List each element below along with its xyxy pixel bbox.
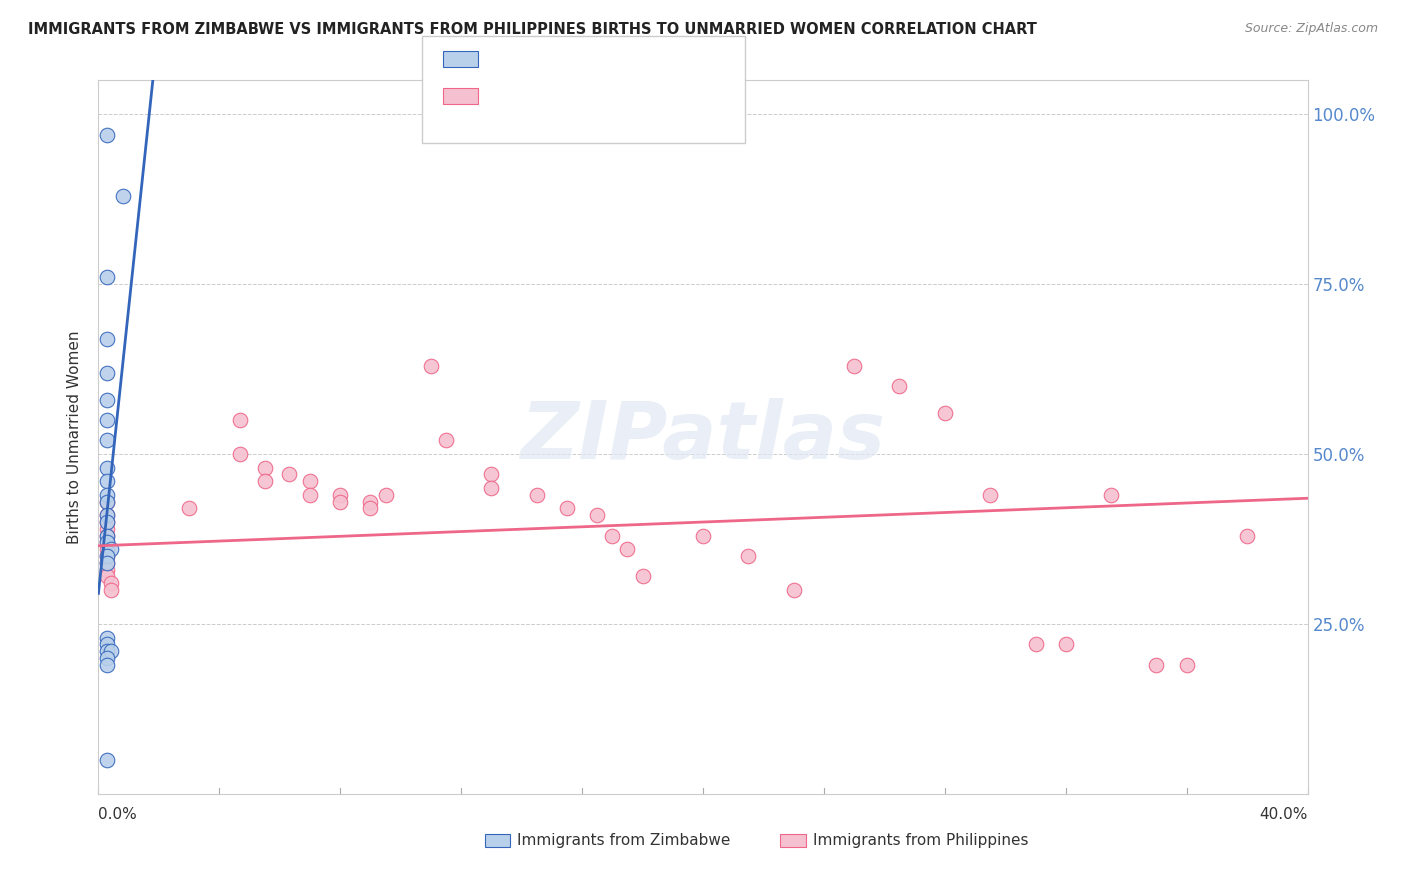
Point — [96, 556, 118, 570]
Point — [100, 576, 122, 591]
Point — [374, 488, 396, 502]
Point — [889, 379, 911, 393]
Text: ZIPatlas: ZIPatlas — [520, 398, 886, 476]
Point — [96, 542, 118, 557]
Text: R = 0.088    N = 49: R = 0.088 N = 49 — [488, 87, 664, 105]
Text: Immigrants from Philippines: Immigrants from Philippines — [813, 833, 1028, 847]
Point — [360, 501, 382, 516]
Point — [96, 651, 118, 665]
Point — [783, 582, 806, 597]
Point — [179, 501, 201, 516]
Point — [844, 359, 866, 373]
Point — [100, 542, 122, 557]
Point — [934, 406, 956, 420]
Point — [299, 475, 322, 489]
Point — [96, 556, 118, 570]
Point — [96, 366, 118, 380]
Point — [96, 753, 118, 767]
Point — [96, 563, 118, 577]
Point — [111, 189, 134, 203]
Point — [96, 535, 118, 549]
Point — [1024, 637, 1046, 651]
Point — [96, 535, 118, 549]
Point — [96, 515, 118, 529]
Point — [692, 528, 714, 542]
Text: IMMIGRANTS FROM ZIMBABWE VS IMMIGRANTS FROM PHILIPPINES BIRTHS TO UNMARRIED WOME: IMMIGRANTS FROM ZIMBABWE VS IMMIGRANTS F… — [28, 22, 1038, 37]
Point — [253, 460, 276, 475]
Text: 0.0%: 0.0% — [98, 807, 138, 822]
Text: Source: ZipAtlas.com: Source: ZipAtlas.com — [1244, 22, 1378, 36]
Point — [277, 467, 299, 482]
Point — [229, 413, 252, 427]
Point — [96, 460, 118, 475]
Point — [229, 447, 252, 461]
Point — [434, 434, 457, 448]
Point — [96, 528, 118, 542]
Point — [96, 549, 118, 563]
Point — [616, 542, 638, 557]
Point — [586, 508, 609, 523]
Text: 40.0%: 40.0% — [1260, 807, 1308, 822]
Point — [96, 494, 118, 508]
Point — [96, 270, 118, 285]
Point — [631, 569, 654, 583]
Point — [96, 332, 118, 346]
Point — [979, 488, 1001, 502]
Point — [481, 467, 503, 482]
Point — [96, 434, 118, 448]
Point — [329, 488, 352, 502]
Text: R = 0.603    N = 26: R = 0.603 N = 26 — [488, 49, 664, 67]
Point — [96, 508, 118, 523]
Point — [96, 644, 118, 658]
Point — [96, 475, 118, 489]
Point — [96, 413, 118, 427]
Point — [100, 582, 122, 597]
Point — [360, 494, 382, 508]
Point — [96, 494, 118, 508]
Point — [299, 488, 322, 502]
Point — [737, 549, 759, 563]
Point — [96, 128, 118, 142]
Point — [481, 481, 503, 495]
Point — [253, 475, 276, 489]
Point — [96, 488, 118, 502]
Point — [100, 644, 122, 658]
Point — [1054, 637, 1077, 651]
Point — [526, 488, 548, 502]
Point — [96, 637, 118, 651]
Point — [96, 392, 118, 407]
Point — [96, 569, 118, 583]
Y-axis label: Births to Unmarried Women: Births to Unmarried Women — [67, 330, 83, 544]
Point — [96, 631, 118, 645]
Point — [96, 549, 118, 563]
Point — [555, 501, 578, 516]
Point — [96, 528, 118, 542]
Point — [329, 494, 352, 508]
Point — [1099, 488, 1122, 502]
Point — [1144, 657, 1167, 672]
Point — [1175, 657, 1198, 672]
Point — [96, 522, 118, 536]
Point — [602, 528, 624, 542]
Text: Immigrants from Zimbabwe: Immigrants from Zimbabwe — [517, 833, 731, 847]
Point — [420, 359, 443, 373]
Point — [96, 515, 118, 529]
Point — [96, 508, 118, 523]
Point — [96, 657, 118, 672]
Point — [1236, 528, 1258, 542]
